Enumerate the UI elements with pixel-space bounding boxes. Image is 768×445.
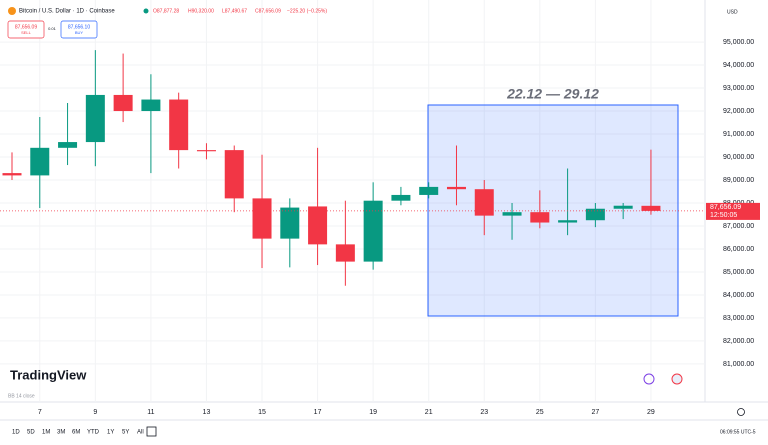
tradingview-logo[interactable]: TradingView — [10, 367, 87, 382]
x-tick-label: 9 — [93, 409, 97, 416]
candle-body — [446, 186, 466, 190]
candle-body — [613, 205, 633, 209]
y-tick-label: 93,000.00 — [723, 85, 754, 92]
x-tick-label: 23 — [480, 409, 488, 416]
candle-body — [641, 205, 661, 211]
y-tick-label: 95,000.00 — [723, 39, 754, 46]
candle-body — [363, 200, 383, 262]
last-price-badge — [706, 202, 760, 220]
y-tick-label: 89,000.00 — [723, 177, 754, 184]
x-tick-label: 11 — [147, 409, 154, 416]
timeframe-button[interactable]: 3M — [57, 430, 65, 436]
date-range-label: 22.12 — 29.12 — [506, 86, 599, 102]
candle-body — [2, 173, 22, 176]
ohlc-change: −225.20 (−0.25%) — [287, 8, 327, 14]
indicator-label[interactable]: BB 14 close — [8, 393, 35, 399]
timeframe-button[interactable]: 5D — [27, 430, 35, 436]
economic-event-icon[interactable] — [671, 373, 683, 385]
clock: 06:09:55 UTC-5 — [720, 429, 756, 435]
buy-label: BUY — [75, 30, 84, 35]
candle-body — [85, 94, 105, 143]
x-tick-label: 19 — [369, 409, 377, 416]
candle-body — [280, 207, 300, 239]
timeframe-button[interactable]: All — [137, 430, 144, 436]
timeframe-button[interactable]: YTD — [87, 430, 100, 436]
y-tick-label: 83,000.00 — [723, 315, 754, 322]
candle-body — [419, 186, 439, 195]
ohlc-low: L87,490.67 — [222, 8, 247, 14]
candle-body — [141, 99, 161, 112]
y-tick-label: 92,000.00 — [723, 108, 754, 115]
candle-body — [30, 147, 50, 176]
event-icon[interactable] — [643, 373, 655, 385]
ohlc-close: C87,656.09 — [255, 8, 281, 14]
y-tick-label: 91,000.00 — [723, 131, 754, 138]
candle-body — [558, 220, 578, 223]
timeframe-button[interactable]: 1Y — [107, 430, 114, 436]
candle-body — [58, 142, 78, 148]
candle-body — [113, 94, 133, 112]
spread: 0.01 — [48, 26, 57, 31]
sell-price: 87,656.09 — [15, 24, 37, 30]
candle-body — [530, 212, 550, 223]
y-tick-label: 90,000.00 — [723, 154, 754, 161]
x-tick-label: 13 — [203, 409, 211, 416]
currency[interactable]: USD — [727, 9, 738, 15]
x-tick-label: 7 — [38, 409, 42, 416]
timeframe-button[interactable]: 6M — [72, 430, 80, 436]
x-tick-label: 21 — [425, 409, 433, 416]
candle-body — [169, 99, 189, 151]
sell-button[interactable] — [7, 20, 45, 39]
y-tick-label: 86,000.00 — [723, 246, 754, 253]
last-price-label: 87,656.09 — [710, 204, 741, 211]
ohlc-open: O87,877.28 — [153, 8, 179, 14]
candle-body — [196, 150, 216, 152]
x-tick-label: 27 — [591, 409, 599, 416]
y-tick-label: 81,000.00 — [723, 361, 754, 368]
symbol[interactable]: Bitcoin / U.S. Dollar · 1D · Coinbase — [19, 9, 115, 15]
timeframe-button[interactable]: 1M — [42, 430, 50, 436]
ohlc-high: H90,320.00 — [188, 8, 214, 14]
date-range-icon[interactable] — [146, 426, 157, 437]
buy-price: 87,656.10 — [68, 24, 90, 30]
candle-body — [335, 244, 355, 262]
candle-body — [502, 212, 522, 216]
x-tick-label: 29 — [647, 409, 655, 416]
x-tick-label: 17 — [314, 409, 322, 416]
candle-body — [474, 189, 494, 216]
market-status — [143, 8, 149, 14]
candle-body — [391, 194, 411, 201]
timeframe-button[interactable]: 5Y — [122, 430, 129, 436]
y-tick-label: 82,000.00 — [723, 338, 754, 345]
candle-body — [224, 150, 244, 199]
buy-button[interactable] — [60, 20, 98, 39]
candle-body — [585, 208, 605, 221]
x-tick-label: 25 — [536, 409, 544, 416]
date-range-box[interactable] — [427, 104, 679, 317]
x-tick-label: 15 — [258, 409, 266, 416]
timeframe-button[interactable]: 1D — [12, 430, 20, 436]
candle-body — [252, 198, 272, 239]
sell-label: SELL — [21, 30, 32, 35]
candle-body — [308, 206, 328, 245]
y-tick-label: 87,000.00 — [723, 223, 754, 230]
countdown: 12:50:05 — [710, 212, 737, 219]
y-tick-label: 85,000.00 — [723, 269, 754, 276]
y-tick-label: 84,000.00 — [723, 292, 754, 299]
settings-icon[interactable] — [737, 408, 745, 416]
y-tick-label: 94,000.00 — [723, 62, 754, 69]
btc-icon — [8, 7, 16, 15]
